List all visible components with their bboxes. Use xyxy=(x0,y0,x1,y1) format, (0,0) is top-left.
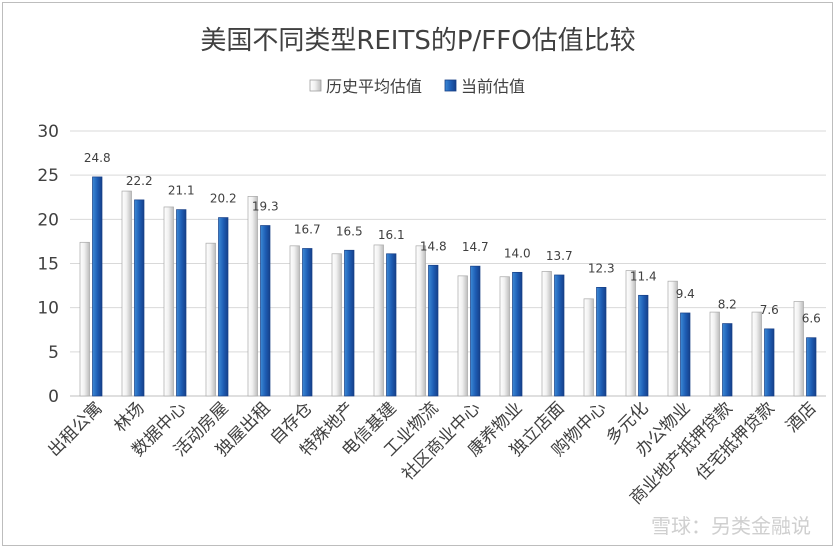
bar-history-8 xyxy=(415,245,426,397)
bar-current-10 xyxy=(512,271,523,397)
data-label: 20.2 xyxy=(210,192,237,206)
y-tick-label: 10 xyxy=(37,299,59,319)
data-label: 8.2 xyxy=(718,298,737,312)
bar-history-12 xyxy=(583,298,594,397)
y-axis: 0 5 10 15 20 25 30 xyxy=(37,122,59,407)
x-tick-label: 出租公寓 xyxy=(44,398,106,460)
bar-current-2 xyxy=(176,209,187,397)
bar-history-4 xyxy=(247,196,258,397)
data-label: 7.6 xyxy=(760,303,779,317)
data-label: 11.4 xyxy=(630,269,657,283)
chart-title: 美国不同类型REITS的P/FFO估值比较 xyxy=(200,26,635,56)
bar-history-2 xyxy=(163,206,174,397)
data-label: 12.3 xyxy=(588,261,615,275)
data-labels: 24.8 22.2 21.1 20.2 19.3 16.7 16.5 16.1 14.8 14.7… xyxy=(84,151,821,326)
bar-current-5 xyxy=(302,248,313,397)
bar-history-15 xyxy=(709,311,720,397)
data-label: 19.3 xyxy=(252,200,279,214)
bar-history-13 xyxy=(625,270,636,397)
bar-current-17 xyxy=(806,337,817,397)
bar-current-12 xyxy=(596,287,607,397)
y-tick-label: 20 xyxy=(37,210,59,230)
data-label: 14.8 xyxy=(420,239,447,253)
chart: 美国不同类型REITS的P/FFO估值比较 历史平均估值 当前估值 0 5 10 15… xyxy=(37,26,826,538)
y-tick-label: 0 xyxy=(48,387,59,407)
bar-current-9 xyxy=(470,265,481,397)
y-tick-label: 30 xyxy=(37,122,59,142)
bar-history-7 xyxy=(373,244,384,397)
bars xyxy=(79,176,817,397)
bar-history-5 xyxy=(289,245,300,397)
bar-history-10 xyxy=(499,276,510,397)
y-tick-label: 25 xyxy=(37,166,59,186)
data-label: 16.5 xyxy=(336,224,363,238)
bar-current-16 xyxy=(764,328,775,397)
bar-history-17 xyxy=(793,301,804,397)
data-label: 9.4 xyxy=(676,287,695,301)
data-label: 16.7 xyxy=(294,222,321,236)
x-tick-label: 酒店 xyxy=(782,398,820,436)
bar-current-1 xyxy=(134,199,145,397)
bar-current-7 xyxy=(386,253,397,397)
gridlines xyxy=(70,130,826,397)
legend-swatch-current xyxy=(444,79,457,92)
legend: 历史平均估值 当前估值 xyxy=(309,77,525,96)
bar-current-8 xyxy=(428,264,439,397)
legend-label-current: 当前估值 xyxy=(461,77,525,96)
bar-current-11 xyxy=(554,274,565,397)
data-label: 24.8 xyxy=(84,151,111,165)
bar-current-14 xyxy=(680,312,691,397)
bar-history-1 xyxy=(121,190,132,397)
data-label: 16.1 xyxy=(378,228,405,242)
bar-current-0 xyxy=(92,176,103,397)
y-tick-label: 15 xyxy=(37,255,59,275)
data-label: 6.6 xyxy=(802,312,821,326)
y-tick-label: 5 xyxy=(48,343,59,363)
bar-history-11 xyxy=(541,271,552,397)
x-axis: 出租公寓 林场数据中心活动房屋独屋出租自存仓特殊地产电信基建工业物流社区商业中心康… xyxy=(44,398,820,508)
bar-history-3 xyxy=(205,242,216,397)
data-label: 21.1 xyxy=(168,184,195,198)
bar-history-9 xyxy=(457,275,468,397)
bar-current-6 xyxy=(344,249,355,397)
data-label: 22.2 xyxy=(126,174,153,188)
data-label: 14.0 xyxy=(504,246,531,260)
legend-swatch-history xyxy=(309,79,322,92)
data-label: 14.7 xyxy=(462,240,489,254)
bar-history-0 xyxy=(79,241,90,397)
data-label: 13.7 xyxy=(546,249,573,263)
bar-current-3 xyxy=(218,217,229,397)
legend-label-history: 历史平均估值 xyxy=(326,77,422,96)
bar-current-4 xyxy=(260,225,271,397)
bar-current-13 xyxy=(638,294,649,397)
bar-history-6 xyxy=(331,253,342,397)
bar-history-16 xyxy=(751,311,762,397)
bar-history-14 xyxy=(667,280,678,397)
bar-current-15 xyxy=(722,323,733,397)
watermark: 雪球：另类金融说 xyxy=(651,514,811,538)
